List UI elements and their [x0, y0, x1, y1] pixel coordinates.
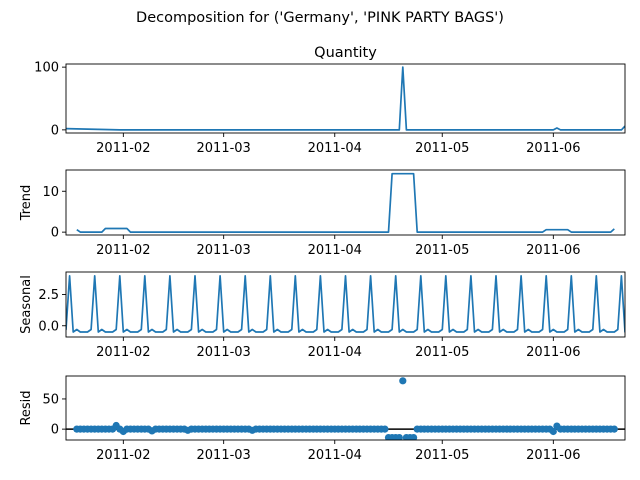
x-tick-label: 2011-04 — [308, 243, 362, 258]
y-axis-label: Seasonal — [19, 275, 34, 334]
plot-area — [66, 66, 625, 131]
x-tick-label: 2011-04 — [308, 448, 362, 463]
series-line — [76, 172, 615, 233]
resid-point — [549, 427, 557, 436]
x-tick-label: 2011-06 — [526, 243, 580, 258]
plot-area — [66, 274, 625, 333]
y-tick-label: 0 — [51, 226, 59, 241]
figure-suptitle: Decomposition for ('Germany', 'PINK PART… — [136, 10, 504, 26]
resid-point — [610, 425, 618, 433]
axes-frame — [65, 271, 626, 338]
y-tick-label: 100 — [34, 61, 59, 76]
x-tick-label: 2011-03 — [197, 243, 251, 258]
y-tick-label: 50 — [42, 392, 59, 407]
x-tick-label: 2011-03 — [197, 448, 251, 463]
y-tick-label: 0 — [51, 423, 59, 438]
x-tick-label: 2011-02 — [96, 141, 150, 156]
plot-area — [76, 172, 615, 233]
x-tick-label: 2011-06 — [526, 345, 580, 360]
panel-2: 2011-02 2011-03 2011-04 2011-05 2011-06 0 10 Tr… — [19, 169, 626, 258]
panel-3: 2011-02 2011-03 2011-04 2011-05 2011-06 0.0 2.… — [19, 271, 626, 360]
x-tick-label: 2011-06 — [526, 141, 580, 156]
x-tick-label: 2011-05 — [415, 243, 469, 258]
panels: 2011-02 2011-03 2011-04 2011-05 2011-060100Q… — [19, 45, 626, 463]
x-tick-label: 2011-06 — [526, 448, 580, 463]
x-tick-label: 2011-02 — [96, 243, 150, 258]
resid-point — [410, 434, 418, 440]
y-tick-label: 0 — [51, 123, 59, 138]
x-tick-label: 2011-05 — [415, 448, 469, 463]
x-tick-label: 2011-02 — [96, 345, 150, 360]
y-axis-label: Resid — [19, 390, 34, 425]
x-tick-label: 2011-02 — [96, 448, 150, 463]
resid-point — [395, 434, 403, 440]
plot-area — [66, 377, 625, 440]
x-tick-label: 2011-05 — [415, 345, 469, 360]
axes-frame — [65, 169, 626, 236]
resid-point — [381, 425, 389, 433]
y-tick-label: 2.5 — [38, 288, 59, 303]
panel-4: 2011-02 2011-03 2011-04 2011-05 2011-06 0 50 Re… — [19, 375, 626, 463]
resid-point — [399, 377, 407, 385]
x-tick-label: 2011-03 — [197, 141, 251, 156]
y-axis-label: Trend — [19, 185, 34, 222]
axes-frame — [65, 63, 626, 134]
y-tick-label: 0.0 — [38, 319, 59, 334]
series-line — [66, 274, 625, 333]
x-tick-label: 2011-04 — [308, 141, 362, 156]
panel-title: Quantity — [314, 45, 377, 61]
series-line — [66, 66, 625, 131]
axes-frame — [65, 375, 626, 441]
panel-1: 2011-02 2011-03 2011-04 2011-05 2011-06 0 100 Q… — [34, 45, 626, 156]
x-tick-label: 2011-03 — [197, 345, 251, 360]
x-tick-label: 2011-04 — [308, 345, 362, 360]
y-tick-label: 10 — [42, 185, 59, 200]
x-tick-label: 2011-05 — [415, 141, 469, 156]
